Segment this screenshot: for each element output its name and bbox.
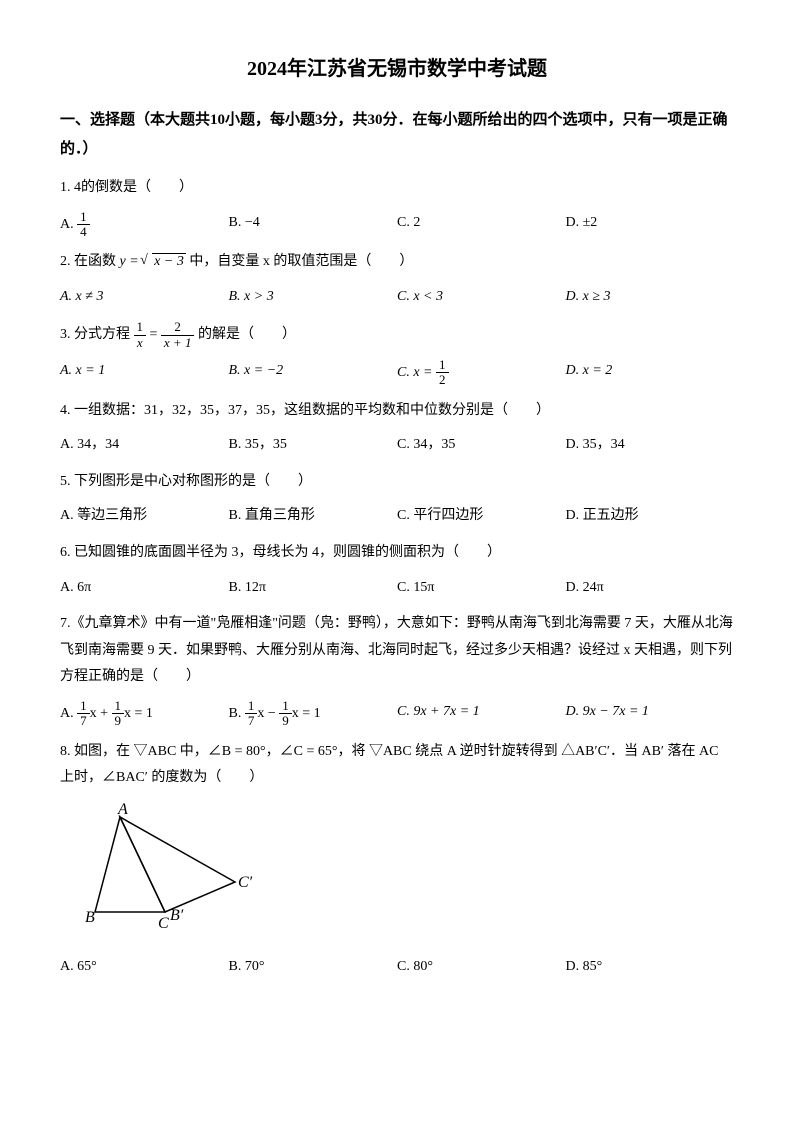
q2-optB: B. x > 3	[229, 284, 398, 311]
q6-optB: B. 12π	[229, 575, 398, 602]
q2-options: A. x ≠ 3 B. x > 3 C. x < 3 D. x ≥ 3	[60, 284, 734, 311]
q7-optA: A. 17x + 19x = 1	[60, 699, 229, 729]
q3-optA: A. x = 1	[60, 358, 229, 388]
q2-optA: A. x ≠ 3	[60, 284, 229, 311]
q8-optA: A. 65°	[60, 954, 229, 981]
q1-text: 1. 4的倒数是（ ）	[60, 175, 734, 202]
q8-text: 8. 如图，在 ▽ABC 中，∠B = 80°，∠C = 65°，将 ▽ABC …	[60, 739, 734, 792]
q8-optD: D. 85°	[566, 954, 735, 981]
q5-options: A. 等边三角形 B. 直角三角形 C. 平行四边形 D. 正五边形	[60, 503, 734, 530]
q6-optC: C. 15π	[397, 575, 566, 602]
q7-options: A. 17x + 19x = 1 B. 17x − 19x = 1 C. 9x …	[60, 699, 734, 729]
q5-text: 5. 下列图形是中心对称图形的是（ ）	[60, 469, 734, 496]
section-header: 一、选择题（本大题共10小题，每小题3分，共30分．在每小题所给出的四个选项中，…	[60, 106, 734, 163]
question-4: 4. 一组数据：31，32，35，37，35，这组数据的平均数和中位数分别是（ …	[60, 398, 734, 459]
q4-optB: B. 35，35	[229, 432, 398, 459]
q5-optD: D. 正五边形	[566, 503, 735, 530]
label-B: B	[85, 909, 95, 926]
label-Bp: B′	[170, 907, 184, 924]
q5-optA: A. 等边三角形	[60, 503, 229, 530]
q7-optD: D. 9x − 7x = 1	[566, 699, 735, 729]
q3-options: A. x = 1 B. x = −2 C. x = 12 D. x = 2	[60, 358, 734, 388]
q6-text: 6. 已知圆锥的底面圆半径为 3，母线长为 4，则圆锥的侧面积为（ ）	[60, 540, 734, 567]
question-2: 2. 在函数 y = x − 3 中，自变量 x 的取值范围是（ ） A. x …	[60, 249, 734, 310]
label-A: A	[117, 802, 128, 818]
q6-options: A. 6π B. 12π C. 15π D. 24π	[60, 575, 734, 602]
page-title: 2024年江苏省无锡市数学中考试题	[60, 50, 734, 88]
q1-optC: C. 2	[397, 210, 566, 240]
label-Cp: C′	[238, 874, 253, 891]
q1-optD: D. ±2	[566, 210, 735, 240]
q1-optA: A. 14	[60, 210, 229, 240]
q5-optB: B. 直角三角形	[229, 503, 398, 530]
q7-optB: B. 17x − 19x = 1	[229, 699, 398, 729]
q8-optB: B. 70°	[229, 954, 398, 981]
q2-optC: C. x < 3	[397, 284, 566, 311]
q4-optC: C. 34，35	[397, 432, 566, 459]
q7-optC: C. 9x + 7x = 1	[397, 699, 566, 729]
q3-optB: B. x = −2	[229, 358, 398, 388]
q7-text: 7.《九章算术》中有一道"凫雁相逢"问题（凫：野鸭），大意如下：野鸭从南海飞到北…	[60, 611, 734, 691]
q1-options: A. 14 B. −4 C. 2 D. ±2	[60, 210, 734, 240]
q4-options: A. 34，34 B. 35，35 C. 34，35 D. 35，34	[60, 432, 734, 459]
q4-optD: D. 35，34	[566, 432, 735, 459]
q4-text: 4. 一组数据：31，32，35，37，35，这组数据的平均数和中位数分别是（ …	[60, 398, 734, 425]
question-6: 6. 已知圆锥的底面圆半径为 3，母线长为 4，则圆锥的侧面积为（ ） A. 6…	[60, 540, 734, 601]
label-C: C	[158, 915, 169, 932]
q2-text: 2. 在函数 y = x − 3 中，自变量 x 的取值范围是（ ）	[60, 249, 734, 276]
q2-optD: D. x ≥ 3	[566, 284, 735, 311]
q6-optD: D. 24π	[566, 575, 735, 602]
q6-optA: A. 6π	[60, 575, 229, 602]
q4-optA: A. 34，34	[60, 432, 229, 459]
q3-optC: C. x = 12	[397, 358, 566, 388]
question-1: 1. 4的倒数是（ ） A. 14 B. −4 C. 2 D. ±2	[60, 175, 734, 239]
question-8: 8. 如图，在 ▽ABC 中，∠B = 80°，∠C = 65°，将 ▽ABC …	[60, 739, 734, 981]
q5-optC: C. 平行四边形	[397, 503, 566, 530]
triangle-svg: A B C B′ C′	[80, 802, 260, 932]
q3-optD: D. x = 2	[566, 358, 735, 388]
q8-figure: A B C B′ C′	[80, 802, 734, 943]
q1-optB: B. −4	[229, 210, 398, 240]
question-5: 5. 下列图形是中心对称图形的是（ ） A. 等边三角形 B. 直角三角形 C.…	[60, 469, 734, 530]
q3-text: 3. 分式方程 1x = 2x + 1 的解是（ ）	[60, 320, 734, 350]
q8-optC: C. 80°	[397, 954, 566, 981]
q8-options: A. 65° B. 70° C. 80° D. 85°	[60, 954, 734, 981]
question-3: 3. 分式方程 1x = 2x + 1 的解是（ ） A. x = 1 B. x…	[60, 320, 734, 387]
question-7: 7.《九章算术》中有一道"凫雁相逢"问题（凫：野鸭），大意如下：野鸭从南海飞到北…	[60, 611, 734, 728]
